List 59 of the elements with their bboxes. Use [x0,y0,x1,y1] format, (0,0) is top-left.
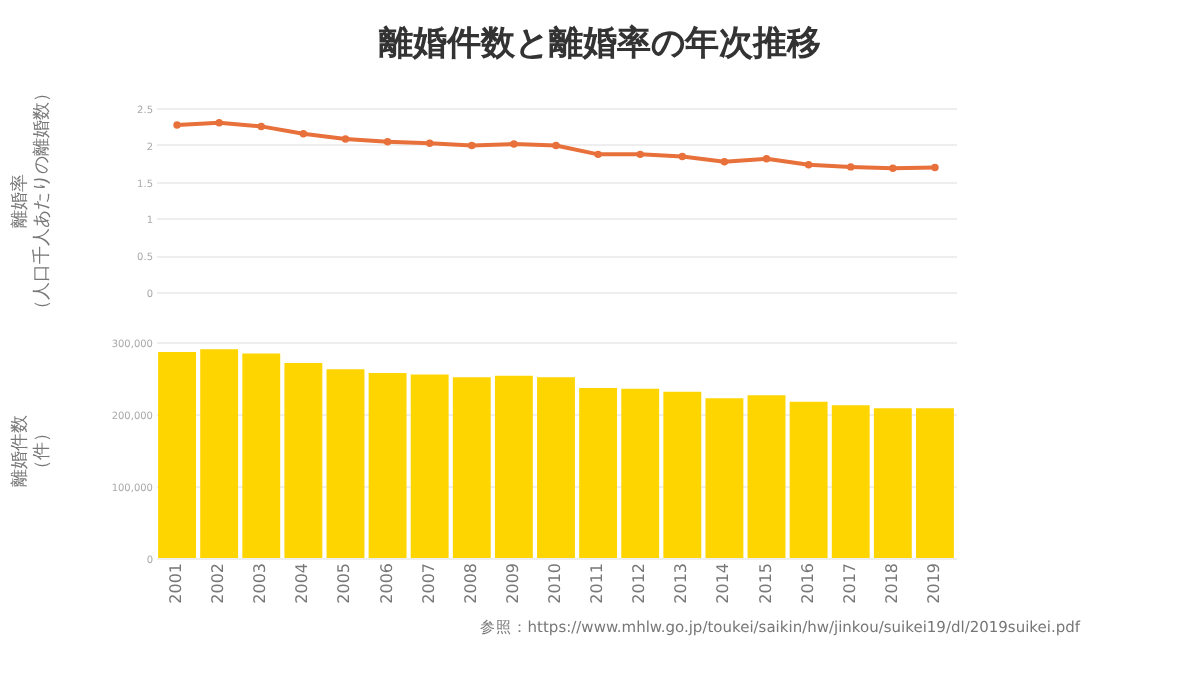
point [678,152,687,161]
bar [831,405,870,558]
x-tick-label: 2018 [882,563,901,604]
bar [621,388,660,558]
bar [747,395,786,558]
bar [789,401,828,558]
x-tick-label: 2007 [419,563,438,604]
x-tick-label: 2001 [167,563,186,604]
x-tick-label: 2002 [209,563,228,604]
bar [705,398,744,558]
point [341,135,350,143]
x-tick-label: 2008 [461,563,480,604]
point [804,160,813,169]
bar [284,362,323,558]
x-tick-label: 2005 [335,563,354,604]
x-tick-label: 2013 [672,563,691,604]
point [846,163,855,171]
x-tick-label: 2009 [503,563,522,604]
point [257,122,266,131]
x-tick-label: 2016 [798,563,817,604]
bar [494,375,533,558]
x-tick-label: 2006 [377,563,396,604]
chart-title: 離婚件数と離婚率の年次推移 [377,22,823,68]
point [762,155,771,163]
x-tick-label: 2015 [756,563,775,604]
point [720,157,729,166]
bar [537,377,575,558]
bar [200,349,239,558]
point [468,141,476,150]
bar [452,377,491,558]
bar [158,352,196,558]
bar [242,353,281,558]
point [425,139,434,148]
point [931,163,939,172]
point [215,118,223,127]
y-axis-title: 離婚率（人口千人あたりの離婚数） [9,84,53,318]
point [299,130,308,138]
point [510,140,518,148]
x-tick-label: 2010 [546,563,564,604]
x-tick-label: 2019 [924,563,943,604]
bar [873,408,912,558]
x-tick-label: 2011 [588,563,607,604]
bar [368,372,407,558]
y-axis-title: 離婚件数（件） [9,415,53,487]
x-tick-label: 2014 [714,563,733,604]
bar [916,408,954,558]
bar [663,391,702,558]
point [383,138,392,146]
x-tick-label: 2017 [840,563,859,604]
bar [410,374,449,558]
x-tick-label: 2004 [293,563,312,604]
point [173,121,181,129]
bar [579,388,618,558]
point [594,150,602,159]
bar [326,369,365,558]
x-tick-label: 2012 [630,563,649,604]
x-tick-label: 2003 [251,563,270,604]
point [636,150,644,159]
point [552,141,560,150]
